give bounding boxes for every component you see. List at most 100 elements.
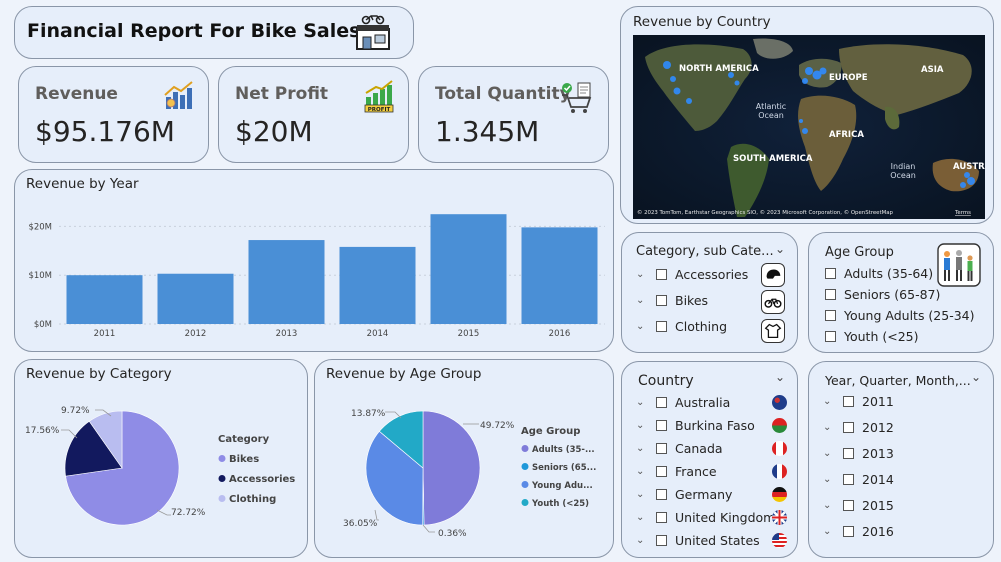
checkbox[interactable] xyxy=(825,267,836,279)
slicer-item-label: 2011 xyxy=(862,393,894,409)
x-tick-label: 2014 xyxy=(367,329,389,339)
bar-2012[interactable] xyxy=(157,273,234,324)
leader-line xyxy=(156,509,171,516)
map-terms-link[interactable]: Terms xyxy=(954,210,971,216)
germany-flag-icon xyxy=(772,487,787,502)
data-label: 13.87% xyxy=(351,409,386,419)
slicer-item-year[interactable]: ⌄ 2011 xyxy=(823,391,894,411)
chevron-down-icon[interactable]: ⌄ xyxy=(636,511,645,523)
chevron-down-icon[interactable]: ⌄ xyxy=(823,395,832,407)
slicer-item-year[interactable]: ⌄ 2012 xyxy=(823,417,894,437)
checkbox[interactable] xyxy=(843,421,854,433)
x-tick-label: 2013 xyxy=(276,329,298,339)
page-title: Financial Report For Bike Sales xyxy=(27,20,361,42)
legend-item[interactable]: Seniors (65... xyxy=(532,463,596,473)
chevron-down-icon[interactable]: ⌄ xyxy=(636,442,645,454)
legend-item[interactable]: Clothing xyxy=(229,494,276,505)
chevron-down-icon[interactable]: ⌄ xyxy=(636,465,645,477)
kpi-net-profit-card[interactable]: Net Profit $20M PROFIT xyxy=(218,66,409,163)
map-label-line: Ocean xyxy=(758,111,784,120)
slicer-item-label: United States xyxy=(675,532,760,548)
slicer-item-country[interactable]: ⌄ France xyxy=(636,461,717,481)
pie-slice[interactable] xyxy=(422,410,481,526)
checkbox[interactable] xyxy=(825,309,836,321)
checkbox[interactable] xyxy=(825,330,836,342)
leader-line xyxy=(95,409,112,417)
slicer-item-bikes[interactable]: ⌄ Bikes xyxy=(636,290,708,310)
checkbox[interactable] xyxy=(656,268,667,280)
slicer-item-country[interactable]: ⌄ Germany xyxy=(636,484,732,504)
checkbox[interactable] xyxy=(656,419,667,431)
chevron-down-icon[interactable]: ⌄ xyxy=(774,242,785,256)
slicer-item-label: 2013 xyxy=(862,445,894,461)
legend-item[interactable]: Accessories xyxy=(229,474,295,485)
checkbox[interactable] xyxy=(843,499,854,511)
checkbox[interactable] xyxy=(656,534,667,546)
slicer-title: Category, sub Cate... xyxy=(636,244,774,259)
country-slicer: Country ⌄ ⌄ Australia ⌄ Burkina Faso ⌄ Canada… xyxy=(621,361,798,558)
revenue-by-country-card: Revenue by Country NORTH AMERICA EURO xyxy=(620,6,994,224)
slicer-item-adults[interactable]: Adults (35-64) xyxy=(825,263,933,283)
shopping-cart-icon xyxy=(562,82,592,113)
slicer-item-year[interactable]: ⌄ 2016 xyxy=(823,521,894,541)
checkbox[interactable] xyxy=(843,395,854,407)
checkbox[interactable] xyxy=(656,320,667,332)
bar-2013[interactable] xyxy=(248,240,325,324)
slicer-item-country[interactable]: ⌄ Australia xyxy=(636,392,730,412)
legend-marker xyxy=(521,463,529,470)
bar-2011[interactable] xyxy=(66,275,143,324)
bar-2014[interactable] xyxy=(339,246,416,324)
checkbox[interactable] xyxy=(656,442,667,454)
kpi-revenue-card[interactable]: Revenue $95.176M xyxy=(18,66,209,163)
checkbox[interactable] xyxy=(656,465,667,477)
revenue-map[interactable]: NORTH AMERICA EUROPE ASIA Atlantic Ocean … xyxy=(633,35,985,219)
slicer-item-country[interactable]: ⌄ Burkina Faso xyxy=(636,415,755,435)
chevron-down-icon[interactable]: ⌄ xyxy=(823,525,832,537)
chevron-down-icon[interactable]: ⌄ xyxy=(823,421,832,433)
slicer-item-young-adults[interactable]: Young Adults (25-34) xyxy=(825,305,975,325)
legend-item[interactable]: Youth (<25) xyxy=(531,499,589,509)
checkbox[interactable] xyxy=(656,511,667,523)
checkbox[interactable] xyxy=(656,488,667,500)
checkbox[interactable] xyxy=(825,288,836,300)
checkbox[interactable] xyxy=(843,447,854,459)
pie-slice[interactable] xyxy=(365,430,424,526)
chevron-down-icon[interactable]: ⌄ xyxy=(823,447,832,459)
checkbox[interactable] xyxy=(656,396,667,408)
chevron-down-icon[interactable]: ⌄ xyxy=(636,294,645,306)
slicer-item-country[interactable]: ⌄ United States xyxy=(636,530,760,550)
slicer-item-clothing[interactable]: ⌄ Clothing xyxy=(636,316,727,336)
slicer-item-year[interactable]: ⌄ 2015 xyxy=(823,495,894,515)
chevron-down-icon[interactable]: ⌄ xyxy=(636,488,645,500)
checkbox[interactable] xyxy=(843,525,854,537)
bar-2015[interactable] xyxy=(430,214,507,324)
slicer-item-country[interactable]: ⌄ United Kingdom xyxy=(636,507,775,527)
chevron-down-icon[interactable]: ⌄ xyxy=(636,320,645,332)
data-label: 9.72% xyxy=(61,406,90,416)
legend-item[interactable]: Young Adu... xyxy=(531,481,593,491)
slicer-item-country[interactable]: ⌄ Canada xyxy=(636,438,723,458)
pie-slice[interactable] xyxy=(88,410,123,469)
chevron-down-icon[interactable]: ⌄ xyxy=(823,473,832,485)
kpi-total-quantity-card[interactable]: Total Quantity 1.345M xyxy=(418,66,609,163)
chevron-down-icon[interactable]: ⌄ xyxy=(636,419,645,431)
slicer-item-seniors[interactable]: Seniors (65-87) xyxy=(825,284,940,304)
chevron-down-icon[interactable]: ⌄ xyxy=(774,370,785,384)
chart-title: Revenue by Category xyxy=(26,366,172,382)
slicer-item-label: Canada xyxy=(675,440,723,456)
legend-item[interactable]: Bikes xyxy=(229,454,259,465)
checkbox[interactable] xyxy=(843,473,854,485)
slicer-item-accessories[interactable]: ⌄ Accessories xyxy=(636,264,748,284)
bar-2016[interactable] xyxy=(521,227,598,324)
pie-slice[interactable] xyxy=(64,420,123,477)
chevron-down-icon[interactable]: ⌄ xyxy=(636,268,645,280)
chevron-down-icon[interactable]: ⌄ xyxy=(636,534,645,546)
slicer-item-year[interactable]: ⌄ 2014 xyxy=(823,469,894,489)
chevron-down-icon[interactable]: ⌄ xyxy=(636,396,645,408)
chevron-down-icon[interactable]: ⌄ xyxy=(823,499,832,511)
legend-item[interactable]: Adults (35-... xyxy=(532,445,595,455)
slicer-item-youth[interactable]: Youth (<25) xyxy=(825,326,918,346)
slicer-item-year[interactable]: ⌄ 2013 xyxy=(823,443,894,463)
checkbox[interactable] xyxy=(656,294,667,306)
chevron-down-icon[interactable]: ⌄ xyxy=(970,370,981,384)
